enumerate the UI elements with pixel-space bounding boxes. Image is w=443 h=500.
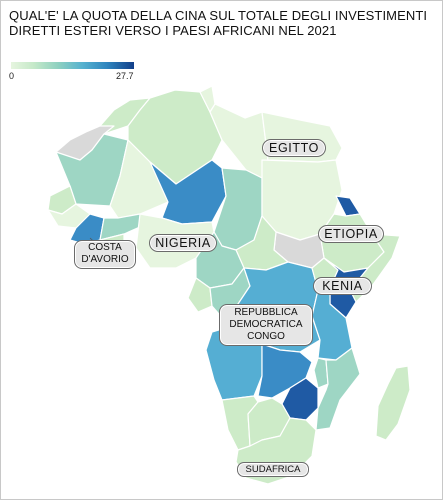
region-niger bbox=[149, 159, 227, 225]
label-ivory-coast: COSTA D'AVORIO bbox=[74, 240, 136, 269]
region-malawi bbox=[313, 357, 329, 389]
map-title: QUAL'E' LA QUOTA DELLA CINA SUL TOTALE D… bbox=[9, 8, 428, 38]
region-gabon bbox=[187, 277, 213, 313]
color-legend-bar bbox=[11, 62, 134, 69]
label-egypt: EGITTO bbox=[262, 139, 326, 157]
label-nigeria: NIGERIA bbox=[149, 234, 217, 252]
label-kenya: KENIA bbox=[313, 277, 372, 295]
label-south-africa: SUDAFRICA bbox=[237, 462, 309, 477]
legend-min-label: 0 bbox=[9, 71, 15, 81]
label-ethiopia: ETIOPIA bbox=[318, 225, 384, 243]
label-drc: REPUBBLICA DEMOCRATICA CONGO bbox=[219, 304, 313, 346]
region-algeria bbox=[127, 89, 223, 185]
legend-max-label: 27.7 bbox=[116, 71, 134, 81]
label-drc-text: REPUBBLICA DEMOCRATICA CONGO bbox=[229, 307, 303, 342]
region-eritrea bbox=[335, 195, 361, 217]
label-ivory-coast-text: COSTA D'AVORIO bbox=[81, 242, 129, 265]
region-madagascar bbox=[375, 365, 411, 441]
